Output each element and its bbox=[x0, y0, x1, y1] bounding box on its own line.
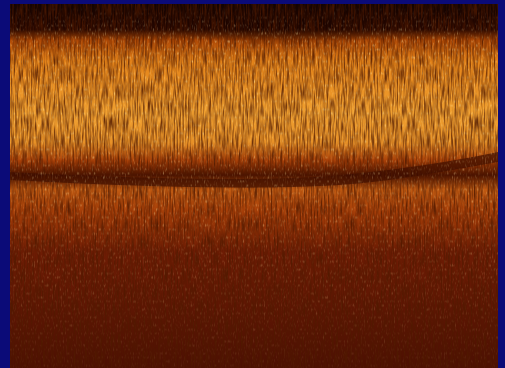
page bbox=[0, 0, 505, 368]
oct-scan-view bbox=[0, 0, 505, 368]
scan-image bbox=[10, 4, 498, 368]
